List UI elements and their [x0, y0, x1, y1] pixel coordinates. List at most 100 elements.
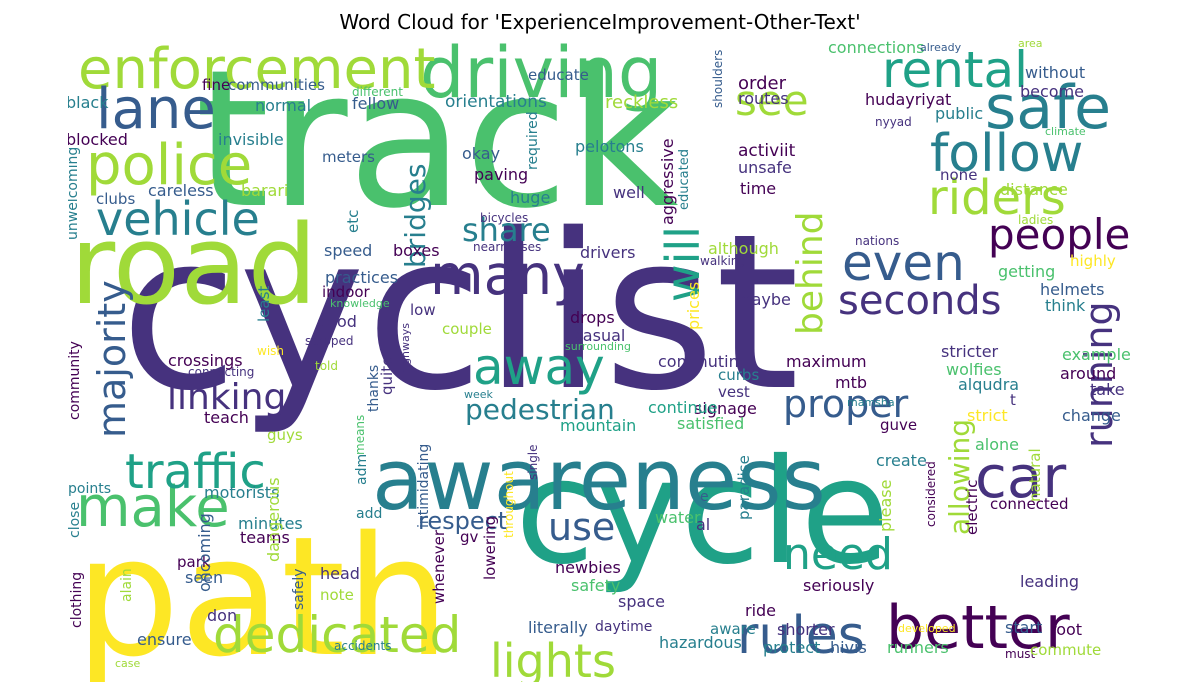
- word-unsafe: unsafe: [738, 158, 792, 177]
- word-dangerous: dangerous: [264, 477, 283, 562]
- word-well: well: [613, 183, 645, 202]
- word-change: change: [1062, 406, 1121, 425]
- word-prices: prices: [684, 281, 703, 330]
- word-commute: commute: [1030, 641, 1102, 659]
- word-educated: educated: [677, 149, 692, 210]
- word-literally: literally: [528, 618, 588, 637]
- word-ride: ride: [745, 601, 777, 620]
- word-getting: getting: [998, 262, 1056, 281]
- word-nearmisses: nearmisses: [473, 240, 542, 254]
- word-example: example: [1062, 345, 1131, 364]
- word-continue: continue: [648, 398, 718, 417]
- word-okay: okay: [462, 144, 501, 163]
- word-stopped: stopped: [305, 334, 354, 348]
- word-normal: normal: [255, 96, 312, 115]
- word-al: al: [696, 515, 711, 534]
- word-linking: linking: [167, 377, 287, 418]
- word-different: different: [352, 85, 403, 99]
- word-people: people: [988, 210, 1131, 259]
- word-least: least: [255, 285, 273, 322]
- word-dedicated: dedicated: [213, 606, 462, 664]
- word-follow: follow: [930, 124, 1084, 184]
- word-climate: climate: [1045, 125, 1086, 138]
- word-vest: vest: [718, 383, 750, 401]
- word-water: water: [655, 508, 701, 527]
- word-hazardous: hazardous: [659, 633, 742, 652]
- word-drivers: drivers: [580, 243, 636, 262]
- word-maximum: maximum: [786, 352, 867, 371]
- word-developed: developed: [898, 622, 956, 635]
- word-police: police: [86, 133, 253, 198]
- word-satisfied: satisfied: [677, 414, 745, 433]
- word-must: must: [1005, 647, 1036, 661]
- word-see: see: [735, 76, 809, 125]
- word-guve: guve: [880, 416, 918, 434]
- word-daytime: daytime: [595, 619, 653, 635]
- word-intimidating: intimidating: [416, 443, 432, 528]
- word-unwelcoming: unwelcoming: [68, 146, 81, 240]
- word-mountain: mountain: [560, 416, 637, 435]
- word-wish: wish: [257, 344, 285, 358]
- word-safely: safely: [291, 568, 307, 610]
- word-adm: adm: [354, 453, 370, 485]
- word-awareness: awareness: [372, 431, 826, 530]
- word-mamsha: mamsha: [847, 396, 895, 409]
- word-thanks: thanks: [366, 364, 382, 412]
- word-whenever: whenever: [430, 529, 448, 604]
- word-motorists: motorists: [204, 483, 280, 502]
- word-safety: safety: [571, 576, 621, 595]
- word-shorter: shorter: [777, 620, 835, 639]
- word-aggressive: aggressive: [658, 138, 677, 225]
- word-leading: leading: [1020, 572, 1079, 591]
- word-single: single: [526, 444, 540, 480]
- word-proper: proper: [783, 382, 909, 426]
- word-time: time: [740, 179, 777, 198]
- word-start: start: [1005, 618, 1043, 637]
- word-car: car: [975, 443, 1067, 511]
- word-knowledge: knowledge: [330, 297, 390, 310]
- word-clothing: clothing: [69, 571, 85, 628]
- word-newbies: newbies: [555, 558, 621, 577]
- word-nations: nations: [855, 234, 900, 248]
- word-respect: respect: [418, 507, 508, 535]
- word-practices: practices: [325, 268, 399, 287]
- word-paving: paving: [474, 165, 529, 184]
- word-clubs: clubs: [96, 190, 136, 208]
- word-speed: speed: [324, 241, 373, 260]
- word-blocked: blocked: [68, 130, 128, 149]
- word-casual: casual: [574, 326, 626, 345]
- word-behind: behind: [790, 211, 831, 336]
- chart-title: Word Cloud for 'ExperienceImprovement-Ot…: [339, 10, 861, 34]
- word-highways: highways: [399, 323, 412, 375]
- word-walking: walking: [700, 254, 747, 268]
- word-lowering: lowering: [481, 515, 499, 580]
- word-none: none: [940, 166, 978, 184]
- word-track: track: [195, 40, 679, 250]
- word-order: order: [738, 73, 786, 94]
- word-away: away: [473, 338, 605, 396]
- word-orientations: orientations: [445, 92, 547, 112]
- word-means: means: [353, 414, 367, 455]
- word-points: points: [68, 481, 111, 497]
- word-community: community: [68, 341, 83, 420]
- word-routes: routes: [738, 89, 789, 108]
- word-maybe: maybe: [736, 290, 791, 309]
- word-alone: alone: [975, 435, 1020, 454]
- word-nyyad: nyyad: [875, 115, 912, 129]
- word-stricter: stricter: [941, 342, 999, 361]
- word-connecting: connecting: [188, 365, 255, 379]
- word-cloud: cyclist track path cycle road awareness drivin…: [68, 40, 1138, 682]
- word-share: share: [462, 211, 551, 249]
- word-space: space: [618, 592, 665, 611]
- word-careless: careless: [148, 181, 214, 200]
- word-drops: drops: [570, 308, 615, 327]
- word-aware: aware: [710, 620, 756, 638]
- word-majority: majority: [90, 280, 134, 438]
- word-ensure: ensure: [137, 630, 192, 649]
- word-enforcement: enforcement: [78, 40, 436, 102]
- word-quite: quite: [378, 356, 396, 395]
- word-don: don: [207, 606, 238, 625]
- word-rules: rules: [737, 606, 865, 666]
- word-riders: riders: [928, 170, 1066, 226]
- word-distance: distance: [1000, 180, 1068, 199]
